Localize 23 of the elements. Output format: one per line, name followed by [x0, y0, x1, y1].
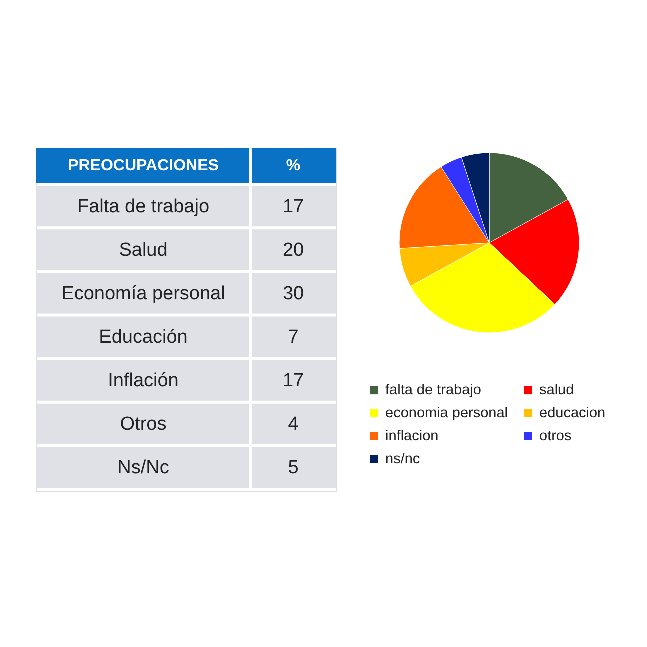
data-label: 17 — [282, 370, 304, 392]
data-label: 30 — [282, 283, 304, 304]
category-label: Otros — [120, 414, 167, 436]
category-label: Falta de trabajo — [77, 196, 210, 218]
category-label: Educación — [99, 327, 188, 348]
category-label: Salud — [119, 240, 168, 261]
legend-label: salud — [540, 382, 574, 398]
legend-label: falta de trabajo — [386, 382, 482, 398]
category-label: Ns/Nc — [118, 458, 170, 479]
data-label: 20 — [282, 240, 304, 261]
data-label: 7 — [288, 327, 299, 348]
legend-label: ns/nc — [386, 451, 420, 468]
text: PREOCUPACIONES — [68, 158, 220, 174]
text: % — [286, 158, 301, 174]
legend-label: inflacion — [386, 428, 439, 444]
data-label: 4 — [288, 414, 300, 436]
data-label: 17 — [282, 196, 304, 218]
category-label: Economía personal — [62, 283, 226, 304]
legend-label: otros — [540, 428, 572, 444]
category-label: Inflación — [108, 370, 179, 392]
legend-label: educacion — [540, 405, 606, 422]
legend-label: economia personal — [386, 405, 508, 422]
data-label: 5 — [288, 458, 299, 479]
